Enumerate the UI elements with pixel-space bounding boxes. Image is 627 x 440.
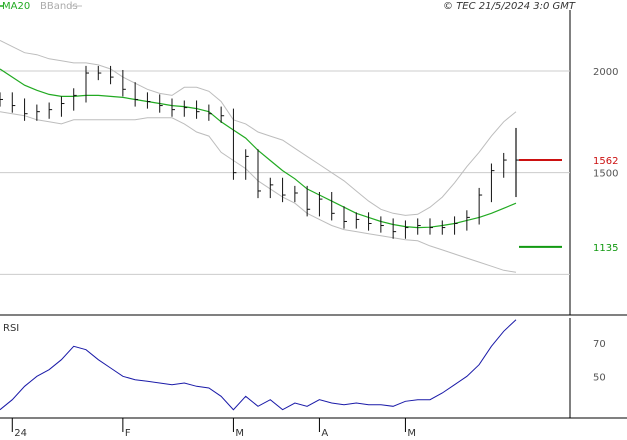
price-bar (478, 187, 483, 225)
x-tick-label: F (125, 428, 131, 439)
price-bar (429, 218, 433, 235)
ma20-line (0, 68, 517, 229)
price-bar (159, 94, 163, 113)
rsi-panel-label: RSI (3, 323, 19, 334)
rsi-polyline (0, 319, 517, 411)
bb-legend-label: BBands (40, 1, 78, 12)
ma20-polyline (0, 68, 517, 229)
price-bar (220, 106, 225, 123)
price-bar (355, 212, 360, 229)
price-bar (146, 92, 151, 109)
price-bar (294, 185, 298, 203)
price-bar (97, 65, 102, 81)
x-tick-label: A (321, 428, 328, 439)
price-bar (417, 218, 421, 235)
price-bar (454, 216, 458, 235)
x-tick-label: M (235, 428, 244, 439)
price-tick-2000: 2000 (593, 67, 618, 78)
x-tick-label: M (407, 428, 416, 439)
price-bar (232, 108, 237, 180)
copyright-label: © TEC 21/5/2024 3:0 GMT (443, 1, 576, 12)
price-bar (48, 102, 53, 119)
bb-upper-line (0, 40, 517, 216)
price-bar (196, 100, 200, 119)
price-bar (368, 212, 372, 231)
price-bar (110, 65, 114, 85)
price-bar (318, 191, 323, 217)
rsi-tick-50: 50 (593, 372, 606, 383)
price-bar (466, 210, 470, 231)
price-bar (257, 149, 261, 199)
price-bars (0, 65, 519, 239)
price-y-axis: 2000 1500 (593, 67, 618, 180)
price-bar (331, 191, 335, 221)
price-bar (171, 98, 175, 117)
price-bar (134, 82, 139, 107)
price-levels: 1562 1135 (519, 156, 618, 254)
price-bar (404, 220, 409, 239)
x-axis-ticks: 24 F M A M (11, 418, 416, 439)
price-bar (269, 177, 274, 199)
price-bar (60, 96, 65, 117)
price-bar (85, 65, 89, 103)
support-label: 1135 (593, 243, 618, 254)
ma-legend-label: MA20 (2, 1, 30, 12)
price-bar (441, 220, 446, 235)
rsi-tick-70: 70 (593, 339, 606, 350)
price-bar (183, 100, 188, 117)
price-bar (503, 152, 507, 178)
price-bar (24, 98, 28, 121)
price-bar (245, 149, 249, 180)
resistance-label: 1562 (593, 156, 618, 167)
price-bar (490, 163, 495, 203)
price-bar (122, 69, 126, 97)
price-bar (392, 218, 397, 239)
price-bar (73, 88, 77, 111)
price-bar (0, 92, 3, 107)
price-bar (36, 104, 40, 121)
price-bar (11, 92, 16, 113)
price-bar (343, 206, 347, 229)
rsi-line: 70 50 (0, 319, 606, 411)
x-tick-label: 24 (14, 428, 27, 439)
price-bar (380, 216, 384, 233)
price-bar (282, 177, 286, 203)
price-tick-1500: 1500 (593, 169, 618, 180)
price-bar (208, 104, 212, 121)
price-bar (306, 185, 311, 217)
